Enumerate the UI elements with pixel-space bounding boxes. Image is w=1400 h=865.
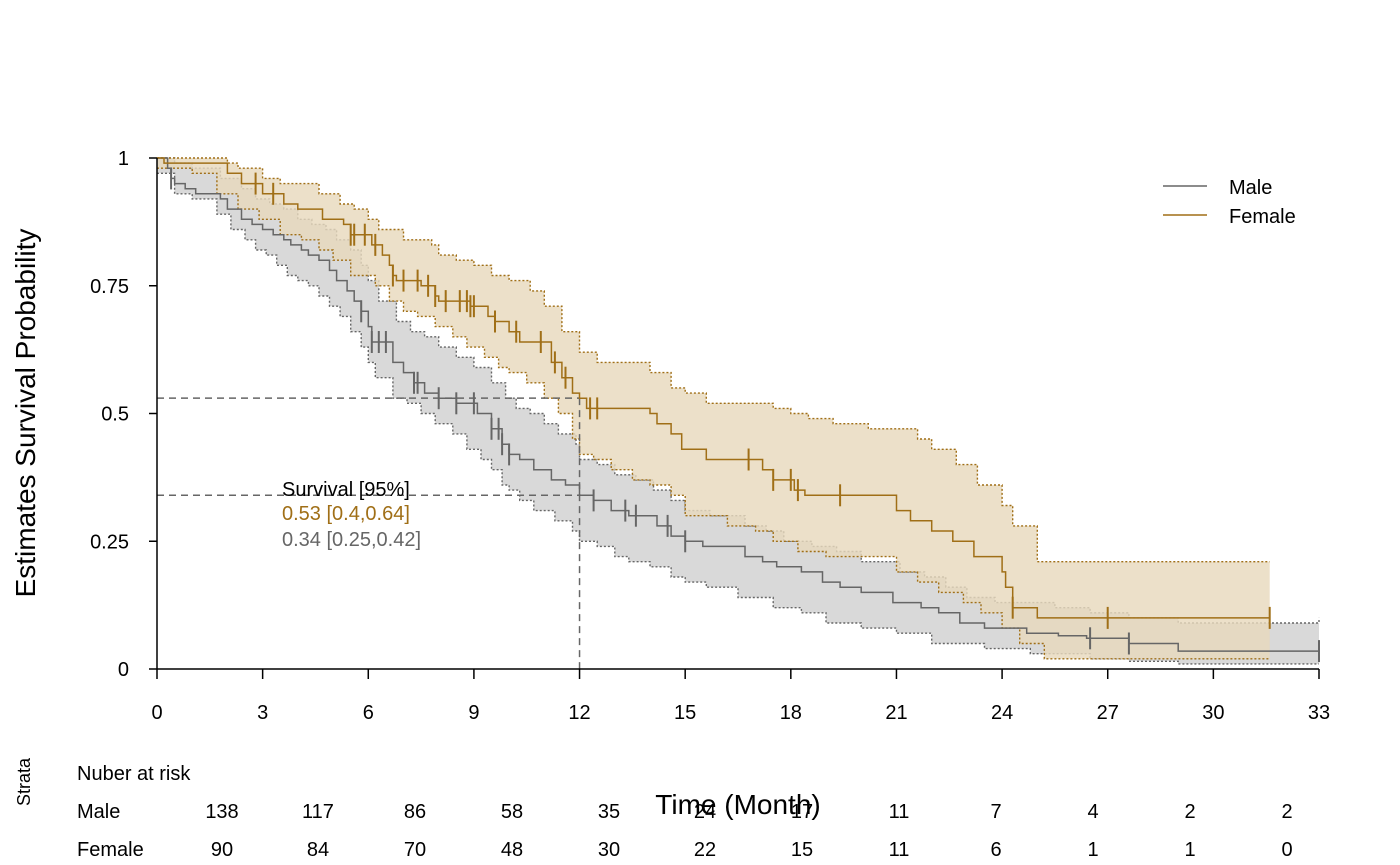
y-tick-label: 0.75 bbox=[90, 276, 129, 298]
legend-female-label: Female bbox=[1229, 206, 1296, 228]
risk-count: 17 bbox=[791, 801, 813, 823]
y-tick-label: 0.25 bbox=[90, 531, 129, 553]
x-tick-label: 24 bbox=[991, 702, 1013, 724]
risk-row-label: Female bbox=[77, 839, 144, 861]
risk-count: 48 bbox=[501, 839, 523, 861]
y-tick-label: 0.5 bbox=[101, 404, 129, 426]
annotation-male: 0.34 [0.25,0.42] bbox=[282, 529, 421, 551]
legend-male-label: Male bbox=[1229, 177, 1272, 199]
risk-count: 11 bbox=[889, 801, 910, 823]
risk-count: 4 bbox=[1087, 801, 1098, 823]
x-tick-label: 0 bbox=[151, 702, 162, 724]
x-tick-label: 3 bbox=[257, 702, 268, 724]
risk-count: 117 bbox=[302, 801, 334, 823]
risk-count: 0 bbox=[1281, 839, 1292, 861]
risk-count: 84 bbox=[307, 839, 329, 861]
risk-count: 6 bbox=[990, 839, 1001, 861]
x-tick-label: 18 bbox=[780, 702, 802, 724]
male-ci-lower bbox=[157, 172, 1319, 665]
risk-row-label: Male bbox=[77, 801, 120, 823]
female-survival-curve bbox=[157, 157, 1270, 619]
y-tick-label: 1 bbox=[118, 148, 129, 170]
x-tick-label: 21 bbox=[885, 702, 907, 724]
risk-count: 2 bbox=[1281, 801, 1292, 823]
y-tick-label: 0 bbox=[118, 659, 129, 681]
risk-count: 86 bbox=[404, 801, 426, 823]
risk-count: 58 bbox=[501, 801, 523, 823]
risk-count: 70 bbox=[404, 839, 426, 861]
x-tick-label: 33 bbox=[1308, 702, 1330, 724]
annotation-header: Survival [95%] bbox=[282, 479, 410, 501]
survival-curves bbox=[157, 157, 1320, 663]
x-tick-label: 6 bbox=[363, 702, 374, 724]
survival-annotation: Survival [95%] 0.53 [0.4,0.64] 0.34 [0.2… bbox=[282, 479, 421, 551]
female-ci-band bbox=[157, 158, 1270, 659]
risk-count: 7 bbox=[990, 801, 1001, 823]
risk-count: 22 bbox=[694, 839, 716, 861]
risk-count: 11 bbox=[889, 839, 910, 861]
risk-count: 2 bbox=[1184, 801, 1195, 823]
risk-count: 24 bbox=[694, 801, 716, 823]
risk-count: 1 bbox=[1184, 839, 1195, 861]
x-tick-label: 30 bbox=[1202, 702, 1224, 724]
x-tick-label: 27 bbox=[1097, 702, 1119, 724]
risk-count: 30 bbox=[598, 839, 620, 861]
x-tick-label: 9 bbox=[468, 702, 479, 724]
risk-count: 15 bbox=[791, 839, 813, 861]
axes: 0 0.25 0.5 0.75 1 0 3 6 9 12 15 18 21 24 27 30 33 bbox=[90, 148, 1330, 724]
annotation-female: 0.53 [0.4,0.64] bbox=[282, 503, 410, 525]
risk-table: Strata Nuber at risk Male 138 117 86 58 35 24 1… bbox=[14, 757, 1293, 861]
x-tick-label: 12 bbox=[568, 702, 590, 724]
risk-table-side-label: Strata bbox=[14, 757, 34, 806]
legend: Male Female bbox=[1163, 177, 1296, 228]
risk-count: 1 bbox=[1087, 839, 1098, 861]
risk-table-title: Nuber at risk bbox=[77, 763, 191, 785]
reference-lines bbox=[157, 397, 581, 669]
female-ci-upper bbox=[157, 157, 1270, 563]
female-ci-lower bbox=[157, 167, 1270, 660]
x-axis-title: Time (Month) bbox=[655, 789, 820, 820]
male-survival-curve bbox=[157, 157, 1319, 652]
y-axis-title: Estimates Survival Probability bbox=[10, 229, 41, 598]
x-tick-label: 15 bbox=[674, 702, 696, 724]
risk-count: 90 bbox=[211, 839, 233, 861]
risk-count: 35 bbox=[598, 801, 620, 823]
confidence-bands bbox=[157, 157, 1320, 665]
risk-count: 138 bbox=[205, 801, 238, 823]
